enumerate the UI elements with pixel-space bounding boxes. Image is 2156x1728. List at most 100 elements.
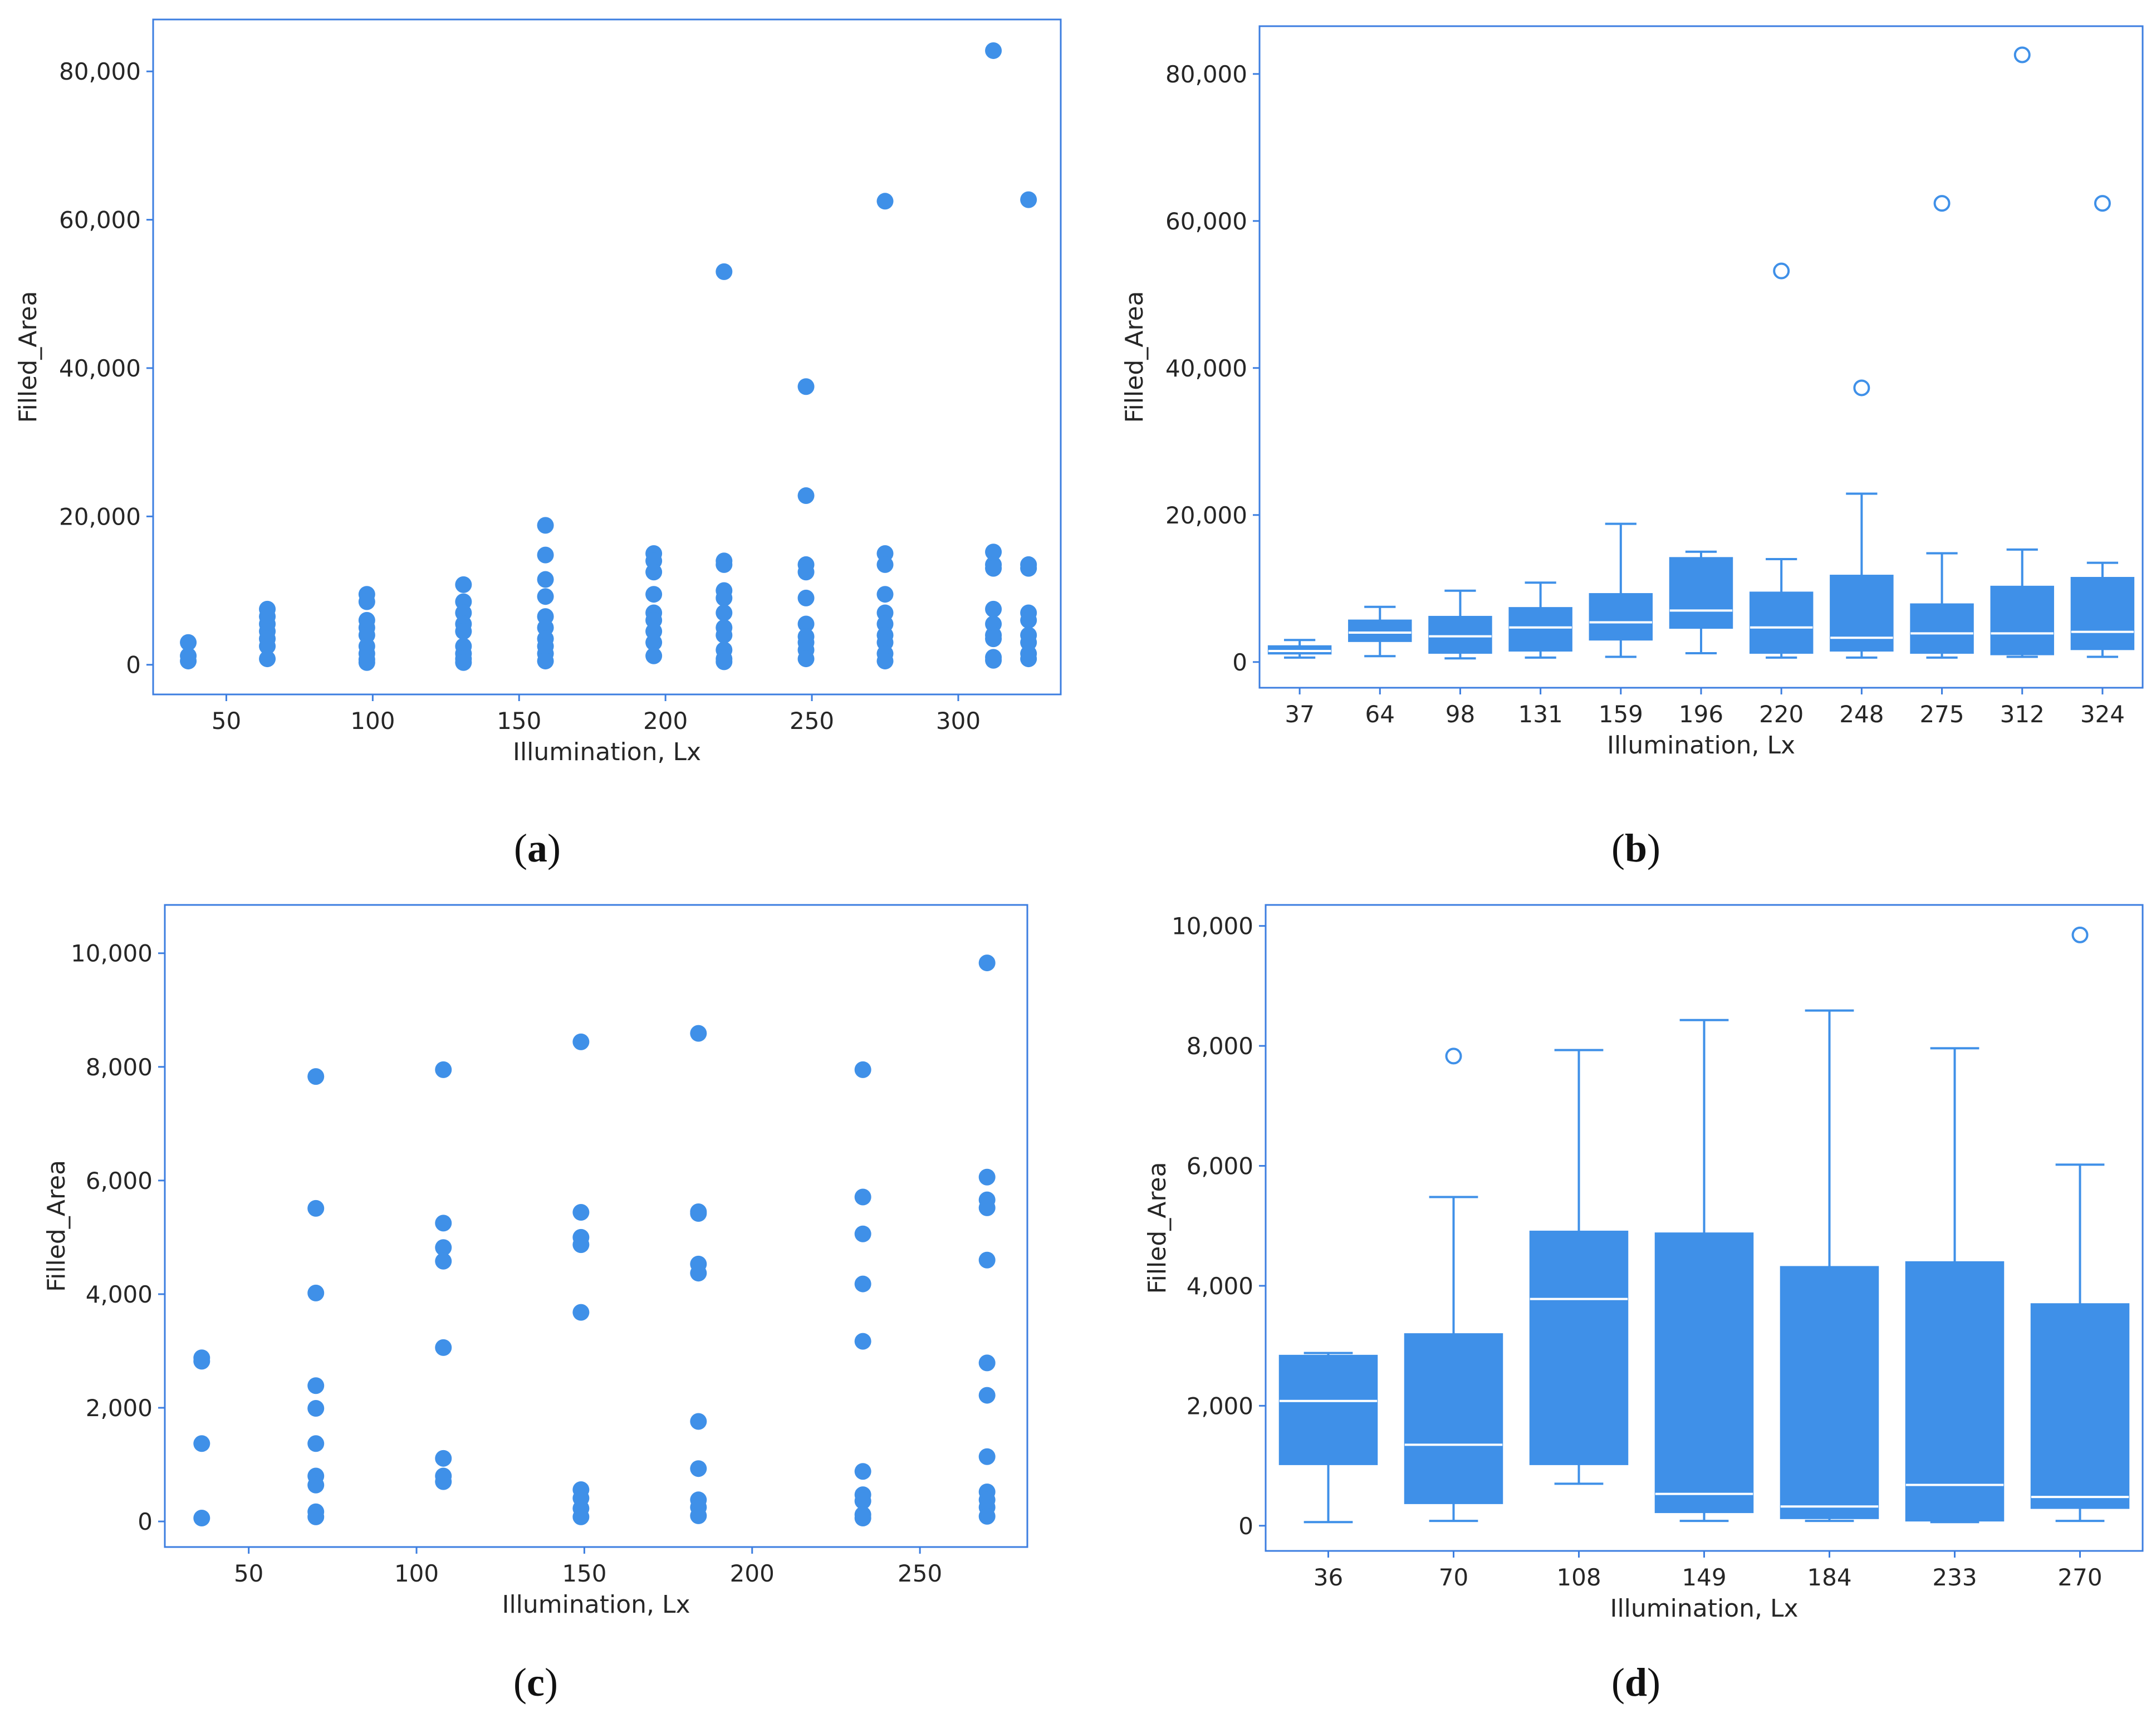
box-108 bbox=[1529, 1049, 1629, 1485]
data-point bbox=[358, 593, 375, 610]
y-tick-label: 6,000 bbox=[1187, 1153, 1253, 1180]
y-tick-label: 20,000 bbox=[59, 503, 141, 530]
box-270 bbox=[2030, 926, 2130, 1523]
y-tick-label: 0 bbox=[126, 652, 141, 679]
data-point bbox=[1020, 560, 1037, 577]
chart-panel-d: 0 2,000 4,000 6,000 8,000 10,000 36 70 108 149 184… bbox=[1143, 904, 2144, 1623]
data-point bbox=[797, 615, 815, 633]
data-point bbox=[307, 1284, 325, 1301]
box-body bbox=[2070, 577, 2135, 650]
data-point bbox=[307, 1400, 325, 1417]
box-body bbox=[1780, 1266, 1879, 1519]
data-point bbox=[537, 653, 554, 670]
data-point bbox=[797, 378, 815, 395]
y-tick-label: 6,000 bbox=[86, 1167, 153, 1195]
data-point bbox=[854, 1188, 871, 1206]
data-point bbox=[435, 1252, 452, 1270]
box-body bbox=[1589, 593, 1653, 641]
y-axis-label: Filled_Area bbox=[14, 291, 42, 423]
x-tick-label: 150 bbox=[497, 707, 541, 735]
box-159 bbox=[1589, 522, 1653, 658]
x-tick-label: 37 bbox=[1285, 701, 1314, 728]
data-point bbox=[797, 650, 815, 668]
data-point bbox=[307, 1068, 325, 1085]
panel-label-d: (d) bbox=[1611, 1660, 1660, 1705]
data-point bbox=[690, 1413, 707, 1430]
y-axis-label: Filled_Area bbox=[42, 1160, 71, 1292]
panel-label-a: (a) bbox=[514, 826, 561, 870]
outlier-point bbox=[1933, 195, 1951, 212]
y-tick-label: 4,000 bbox=[86, 1281, 153, 1308]
x-tick-label: 233 bbox=[1932, 1564, 1977, 1591]
x-tick-label: 100 bbox=[394, 1560, 439, 1587]
data-point bbox=[716, 604, 733, 621]
data-point bbox=[537, 571, 554, 588]
box-184 bbox=[1780, 1009, 1879, 1523]
x-tick-label: 70 bbox=[1439, 1564, 1468, 1591]
data-point bbox=[1020, 611, 1037, 629]
data-point bbox=[645, 634, 663, 651]
box-233 bbox=[1905, 1047, 2005, 1524]
box-131 bbox=[1508, 581, 1572, 659]
box-64 bbox=[1348, 605, 1412, 658]
box-70 bbox=[1404, 1047, 1503, 1523]
outlier-point bbox=[2071, 926, 2089, 943]
data-point bbox=[978, 1507, 996, 1525]
data-point bbox=[645, 586, 663, 603]
x-tick-label: 200 bbox=[643, 707, 688, 735]
box-body bbox=[1508, 607, 1572, 652]
data-point bbox=[985, 630, 1002, 648]
data-point bbox=[978, 954, 996, 972]
x-tick-label: 250 bbox=[898, 1560, 942, 1587]
chart-panel-b: 0 20,000 40,000 60,000 80,000 37 64 98 131 159 196… bbox=[1120, 25, 2144, 760]
box-body bbox=[1529, 1230, 1629, 1465]
data-point bbox=[572, 1304, 590, 1321]
data-point bbox=[455, 623, 472, 640]
data-point bbox=[854, 1509, 871, 1526]
data-point bbox=[978, 1251, 996, 1269]
y-tick-label: 40,000 bbox=[1165, 355, 1247, 382]
data-point bbox=[978, 1387, 996, 1404]
box-body bbox=[1669, 557, 1733, 629]
data-point bbox=[690, 1205, 707, 1222]
data-point bbox=[978, 1448, 996, 1465]
x-tick-label: 184 bbox=[1807, 1564, 1851, 1591]
outlier-point bbox=[1853, 379, 1870, 396]
x-axis-label: Illumination, Lx bbox=[502, 1590, 690, 1619]
chart-panel-c: 0 2,000 4,000 6,000 8,000 10,000 50 100 150 200 25… bbox=[42, 904, 1028, 1619]
x-tick-label: 108 bbox=[1556, 1564, 1601, 1591]
x-tick-label: 100 bbox=[350, 707, 395, 735]
box-196 bbox=[1669, 550, 1733, 654]
box-275 bbox=[1910, 195, 1974, 659]
data-point bbox=[876, 193, 894, 210]
x-tick-label: 150 bbox=[562, 1560, 606, 1587]
x-tick-label: 248 bbox=[1839, 701, 1884, 728]
data-point bbox=[572, 1508, 590, 1525]
box-body bbox=[1654, 1232, 1754, 1514]
box-body bbox=[1278, 1354, 1378, 1465]
data-point bbox=[985, 652, 1002, 669]
data-point bbox=[854, 1225, 871, 1242]
data-point bbox=[193, 1353, 210, 1370]
y-tick-label: 20,000 bbox=[1165, 502, 1247, 529]
y-tick-label: 8,000 bbox=[1187, 1032, 1253, 1060]
box-324 bbox=[2070, 195, 2135, 658]
x-axis-label: Illumination, Lx bbox=[1607, 731, 1795, 760]
plot-frame bbox=[164, 904, 1028, 1548]
data-point bbox=[716, 653, 733, 670]
y-tick-label: 10,000 bbox=[1172, 913, 1253, 940]
data-point bbox=[690, 1025, 707, 1042]
y-axis-label: Filled_Area bbox=[1143, 1162, 1172, 1294]
y-tick-label: 80,000 bbox=[59, 58, 141, 85]
data-point bbox=[435, 1473, 452, 1490]
x-axis-label: Illumination, Lx bbox=[513, 738, 701, 766]
data-point bbox=[455, 654, 472, 671]
data-point bbox=[797, 564, 815, 581]
data-point bbox=[1020, 650, 1037, 668]
y-tick-label: 0 bbox=[1238, 1512, 1253, 1540]
x-axis-label: Illumination, Lx bbox=[1610, 1594, 1798, 1623]
data-point bbox=[978, 1354, 996, 1372]
x-tick-label: 131 bbox=[1518, 701, 1563, 728]
y-tick-label: 2,000 bbox=[1187, 1392, 1253, 1419]
data-point bbox=[259, 650, 276, 668]
